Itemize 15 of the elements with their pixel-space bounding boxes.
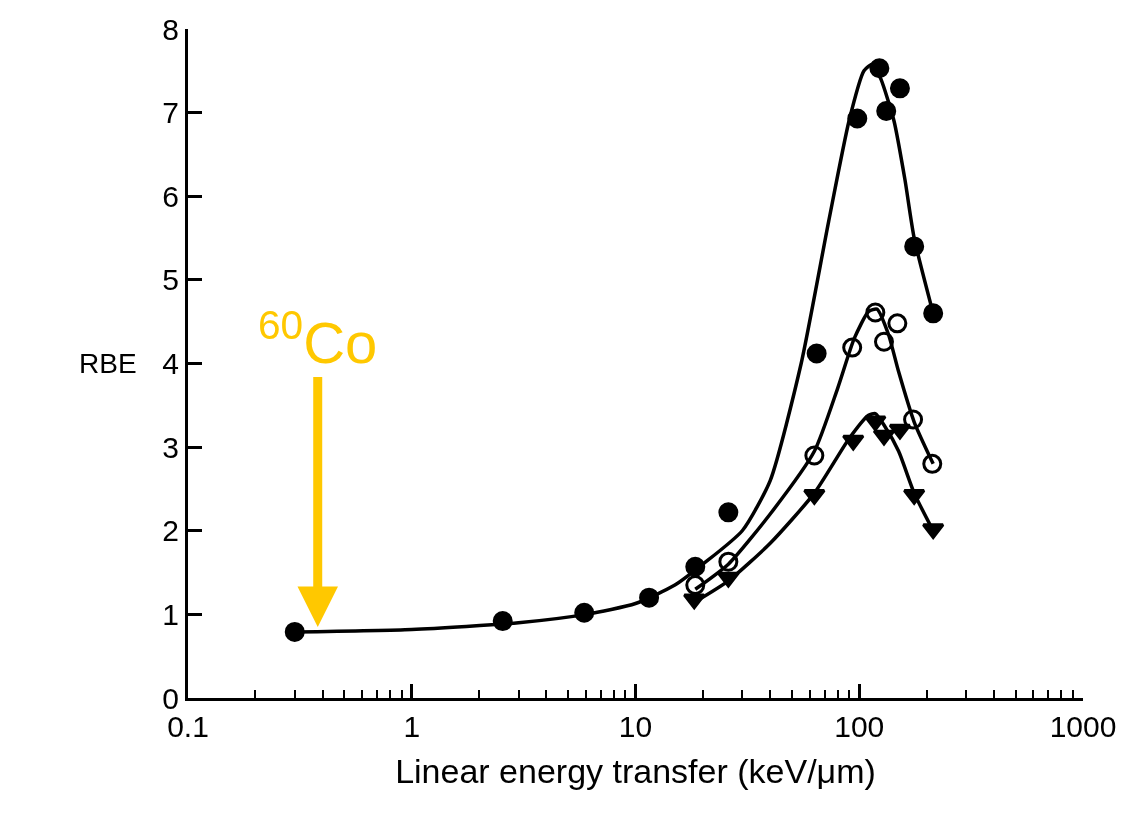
- y-tick-label: 2: [162, 514, 179, 548]
- y-tick-label: 6: [162, 179, 179, 213]
- x-tick-label: 10: [618, 710, 653, 743]
- y-tick-label: 1: [162, 597, 179, 631]
- x-tick-label: 1000: [1049, 710, 1117, 743]
- annotation: $^{60}$Co: [258, 302, 378, 376]
- y-axis-title: RBE: [79, 348, 137, 379]
- y-tick-label: 5: [162, 263, 179, 297]
- y-tick-label: 4: [162, 347, 179, 380]
- x-tick-label: 1: [403, 710, 421, 743]
- y-tick-label: 7: [162, 96, 179, 130]
- y-tick-label: 8: [162, 12, 179, 46]
- x-axis-title: Linear energy transfer (keV/μm): [395, 752, 876, 791]
- x-tick-label: 100: [834, 710, 885, 743]
- y-tick-label: 3: [162, 430, 179, 464]
